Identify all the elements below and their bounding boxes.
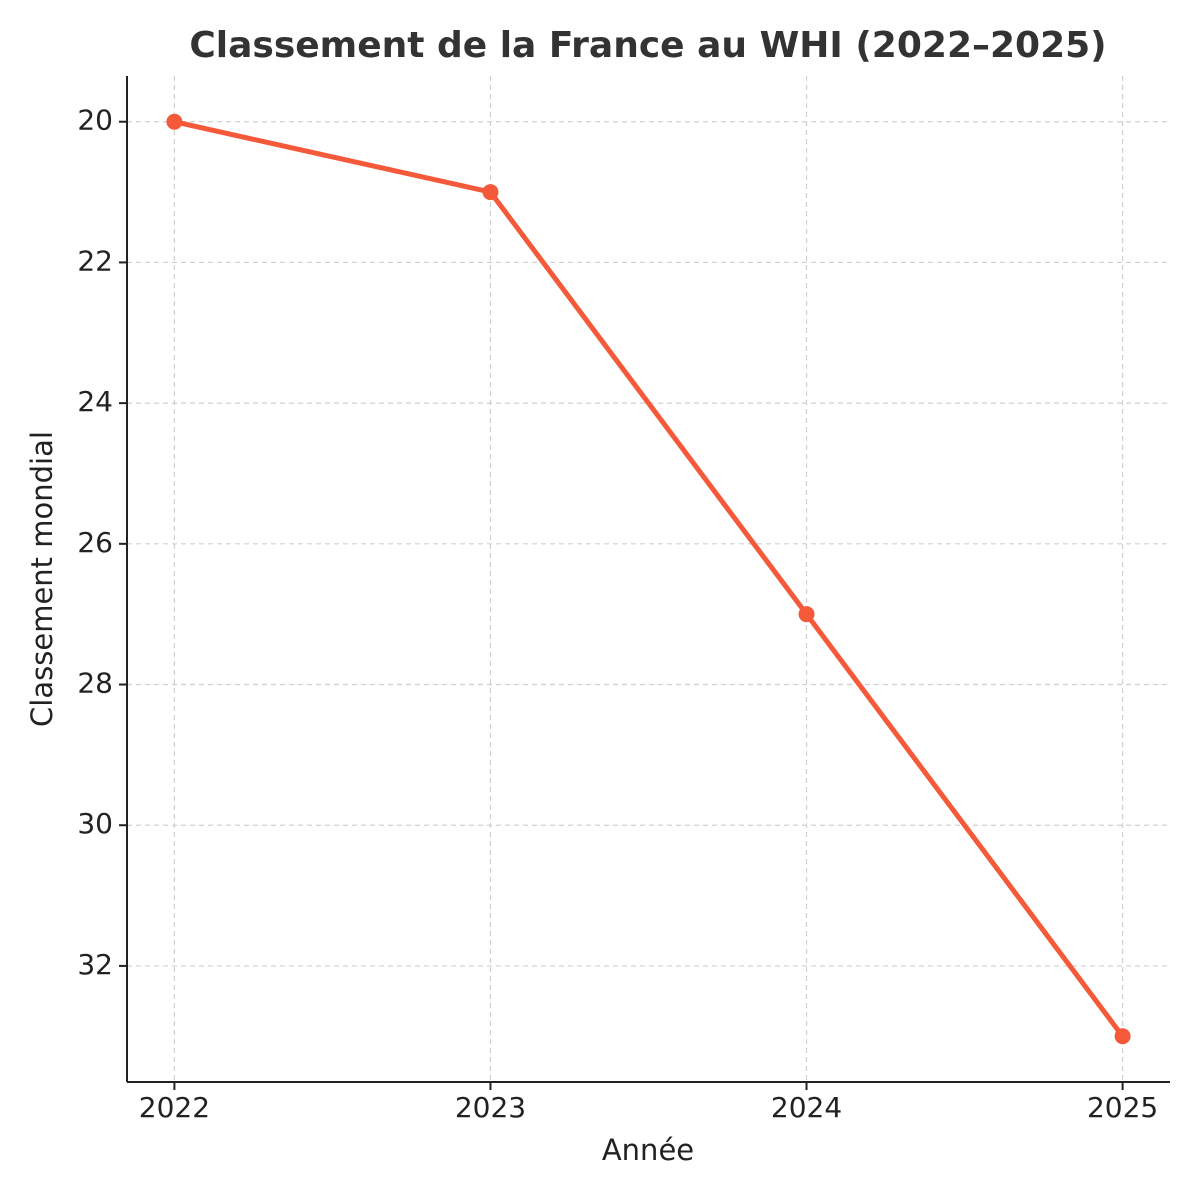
point [1114, 1028, 1131, 1045]
point [798, 606, 815, 623]
y-tick-label: 24 [77, 385, 113, 418]
y-tick-label: 20 [77, 104, 113, 137]
y-axis-label: Classement mondial [25, 431, 59, 727]
line [173, 119, 1125, 1038]
y-tick-label: 26 [77, 526, 113, 559]
y-tick-label: 28 [77, 667, 113, 700]
point [166, 113, 183, 130]
y-tick-label: 22 [77, 244, 113, 277]
chart-title: Classement de la France au WHI (2022–202… [189, 25, 1106, 66]
x-axis-label: Année [602, 1133, 694, 1167]
point [482, 184, 499, 201]
y-tick-label: 32 [77, 948, 113, 981]
x-tick-label: 2024 [771, 1091, 842, 1124]
x-tick-label: 2023 [455, 1091, 526, 1124]
x-tick-label: 2025 [1087, 1091, 1158, 1124]
x-tick-label: 2022 [139, 1091, 210, 1124]
y-tick-label: 30 [77, 807, 113, 840]
